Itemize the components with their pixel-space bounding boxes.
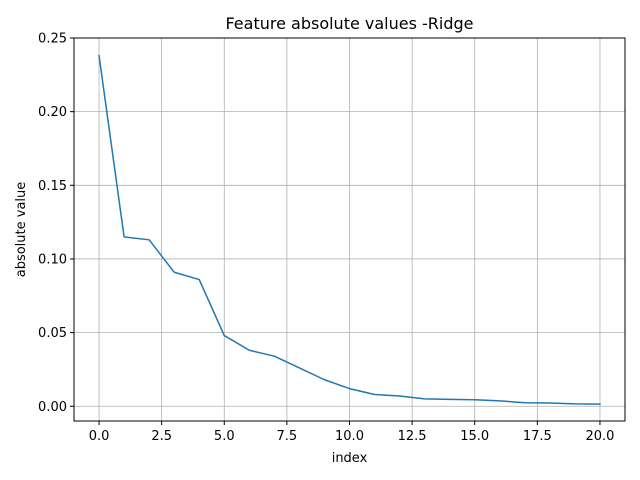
x-tick-label: 2.5 xyxy=(151,429,172,444)
x-tick-label: 17.5 xyxy=(523,429,552,444)
x-axis-label: index xyxy=(332,451,368,466)
chart-title: Feature absolute values -Ridge xyxy=(225,14,473,33)
y-tick-label: 0.10 xyxy=(38,252,67,267)
y-tick-label: 0.25 xyxy=(38,32,67,47)
x-tick-label: 10.0 xyxy=(335,429,364,444)
x-tick-label: 5.0 xyxy=(214,429,235,444)
grid xyxy=(74,37,625,421)
y-tick-label: 0.20 xyxy=(38,105,67,120)
series-layer xyxy=(98,54,601,405)
series-line xyxy=(98,54,601,405)
y-tick-label: 0.00 xyxy=(38,400,67,415)
y-tick-label: 0.15 xyxy=(38,179,67,194)
y-tick-label: 0.05 xyxy=(38,326,67,341)
x-tick-label: 0.0 xyxy=(89,429,110,444)
x-tick-label: 15.0 xyxy=(460,429,489,444)
x-tick-label: 12.5 xyxy=(398,429,427,444)
y-axis: 0.00 0.05 0.10 0.15 0.20 0.25 xyxy=(38,32,74,415)
y-axis-label: absolute value xyxy=(14,182,29,278)
x-tick-label: 20.0 xyxy=(585,429,614,444)
x-axis: 0.0 2.5 5.0 7.5 10.0 12.5 15.0 17.5 20.0 xyxy=(89,421,614,444)
x-tick-label: 7.5 xyxy=(277,429,298,444)
